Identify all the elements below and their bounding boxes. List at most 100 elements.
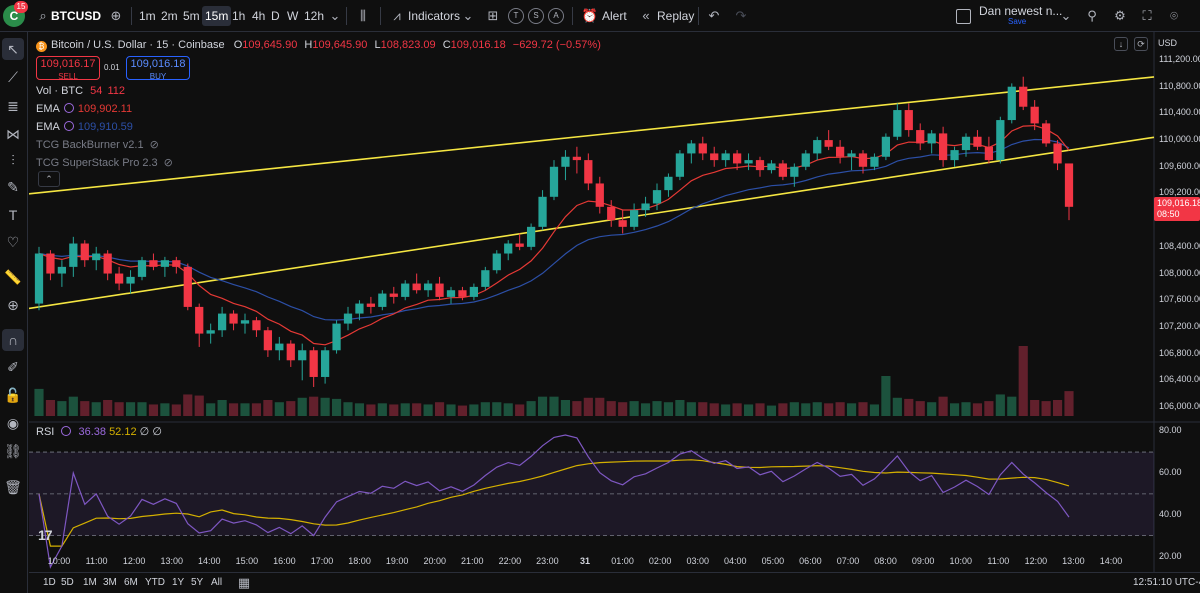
hidden-eye-icon[interactable]: ⊘ (149, 139, 159, 151)
chevron-down-icon[interactable]: ⌄ (462, 8, 474, 23)
brush-icon[interactable]: ✎ (7, 179, 19, 195)
magnet-icon[interactable]: ∩ (2, 329, 24, 351)
camera-icon[interactable]: ⌾ (1170, 8, 1178, 23)
timeframe-5m[interactable]: 5m (183, 9, 200, 23)
timeframe-15m[interactable]: 15m (202, 6, 232, 26)
projection-icon[interactable]: ⫶ (11, 152, 15, 168)
undo-icon[interactable]: ↶ (708, 8, 720, 23)
range-6m[interactable]: 6M (124, 577, 138, 588)
pattern-icon[interactable]: ⋈ (6, 126, 20, 142)
ema-slow-legend[interactable]: EMA 109,910.59 (36, 120, 133, 134)
rsi-value: 36.38 (78, 426, 106, 438)
eye-icon[interactable]: ◉ (6, 415, 20, 431)
alarm-clock-icon[interactable]: ⏰ (581, 8, 599, 23)
currency-label[interactable]: USD (1158, 38, 1178, 48)
mini-button-s[interactable]: S (528, 8, 544, 24)
range-3m[interactable]: 3M (103, 577, 117, 588)
link-icon[interactable]: ⛓ (4, 443, 22, 459)
range-all[interactable]: All (211, 577, 223, 588)
chart-area[interactable] (29, 32, 1200, 593)
candle-body (618, 220, 627, 227)
rsi-label: RSI (36, 426, 55, 438)
replay-button[interactable]: Replay (657, 9, 695, 23)
stay-drawing-icon[interactable]: ✐ (7, 359, 19, 375)
volume-bar (583, 397, 593, 416)
compare-add-icon[interactable]: ⊕ (110, 8, 122, 23)
timeframe-1h[interactable]: 1h (232, 9, 246, 23)
lock-icon[interactable]: 🔓 (4, 387, 22, 403)
candle-body (366, 303, 376, 307)
timeframe-12h[interactable]: 12h (304, 9, 325, 23)
volume-bar (80, 401, 90, 416)
trend-line-icon[interactable]: ⟋ (8, 69, 18, 85)
range-ytd[interactable]: YTD (145, 577, 165, 588)
layout-checkbox[interactable] (956, 9, 971, 24)
timeframe-2m[interactable]: 2m (161, 9, 178, 23)
redo-icon[interactable]: ↷ (735, 8, 747, 23)
bar-countdown: 08:50 (1157, 209, 1180, 219)
price-chart[interactable] (29, 32, 1200, 593)
time-tick: 14:00 (1099, 556, 1123, 566)
range-5d[interactable]: 5D (61, 577, 74, 588)
volume-legend[interactable]: Vol · BTC 54 112 (36, 84, 125, 98)
clock[interactable]: 12:51:10 UTC-4 (1133, 577, 1200, 588)
rsi-legend[interactable]: RSI 36.38 52.12 ∅ ∅ (36, 425, 162, 438)
indicators-icon[interactable]: ⩘ (393, 8, 401, 23)
ruler-icon[interactable]: 📏 (4, 269, 22, 285)
backburner-legend[interactable]: TCG BackBurner v2.1 ⊘ (36, 138, 159, 152)
volume-bar (377, 403, 387, 416)
alert-button[interactable]: Alert (602, 9, 627, 23)
candle-body (378, 293, 387, 307)
timeframe-1m[interactable]: 1m (139, 9, 156, 23)
candle-body (57, 266, 67, 274)
volume-bar (160, 403, 170, 416)
replay-icon[interactable]: « (642, 8, 650, 23)
zoom-in-icon[interactable]: ⊕ (7, 297, 19, 313)
range-1d[interactable]: 1D (43, 577, 56, 588)
time-axis[interactable]: 10:00 11:00 12:00 13:00 14:00 15:00 16:00 17:00… (29, 550, 1154, 570)
reset-scale-icon[interactable]: ⟳ (1134, 37, 1148, 51)
timeframe-W[interactable]: W (287, 9, 299, 23)
candle-body (813, 140, 822, 154)
candle-body (183, 266, 192, 307)
buy-price: 109,016.18 (130, 58, 186, 70)
cursor-icon[interactable]: ↖ (2, 38, 24, 60)
quick-search-icon[interactable]: ⚲ (1087, 8, 1097, 23)
candle-body (401, 283, 410, 297)
buy-button[interactable]: 109,016.18 BUY (126, 56, 190, 81)
sell-button[interactable]: 109,016.17 SELL (36, 56, 100, 81)
layout-name[interactable]: Dan newest n... (979, 4, 1063, 18)
layout-save-label[interactable]: Save (1008, 17, 1027, 26)
ema-fast-legend[interactable]: EMA 109,902.11 (36, 102, 132, 116)
chevron-down-icon[interactable]: ⌄ (329, 8, 341, 23)
volume-bar (881, 376, 891, 416)
mini-button-a[interactable]: A (548, 8, 564, 24)
change-value: −629.72 (−0.57%) (512, 39, 601, 51)
tradingview-logo[interactable]: 17 (38, 527, 53, 543)
settings-gear-icon[interactable]: ⚙ (1114, 8, 1126, 23)
range-1m[interactable]: 1M (83, 577, 97, 588)
timeframe-4h[interactable]: 4h (252, 9, 266, 23)
calendar-icon[interactable]: ▦ (237, 575, 251, 590)
range-1y[interactable]: 1Y (172, 577, 185, 588)
timeframe-D[interactable]: D (271, 9, 280, 23)
indicators-button[interactable]: Indicators (408, 9, 461, 23)
symbol-search[interactable]: ⌕ BTCUSD (31, 5, 121, 27)
range-5y[interactable]: 5Y (191, 577, 204, 588)
templates-icon[interactable]: ⊞ (487, 8, 499, 23)
trash-icon[interactable]: 🗑 (4, 479, 22, 495)
superstack-legend[interactable]: TCG SuperStack Pro 2.3 ⊘ (36, 156, 173, 170)
chevron-down-icon[interactable]: ⌄ (1060, 8, 1072, 23)
mini-button-t[interactable]: T (508, 8, 524, 24)
favorites-heart-icon[interactable]: ♡ (6, 234, 20, 250)
fullscreen-icon[interactable]: ⛶ (1142, 8, 1152, 23)
rsi-tick: 40.00 (1159, 508, 1182, 519)
fib-lines-icon[interactable]: ≣ (7, 98, 19, 114)
scroll-down-icon[interactable]: ↓ (1114, 37, 1128, 51)
collapse-legend-button[interactable]: ⌃ (38, 171, 60, 187)
volume-bar (309, 396, 319, 416)
hidden-eye-icon[interactable]: ⊘ (163, 157, 173, 169)
candle-type-icon[interactable]: ⫼ (360, 8, 366, 23)
text-icon[interactable]: T (8, 207, 18, 223)
candle-body (46, 253, 55, 274)
